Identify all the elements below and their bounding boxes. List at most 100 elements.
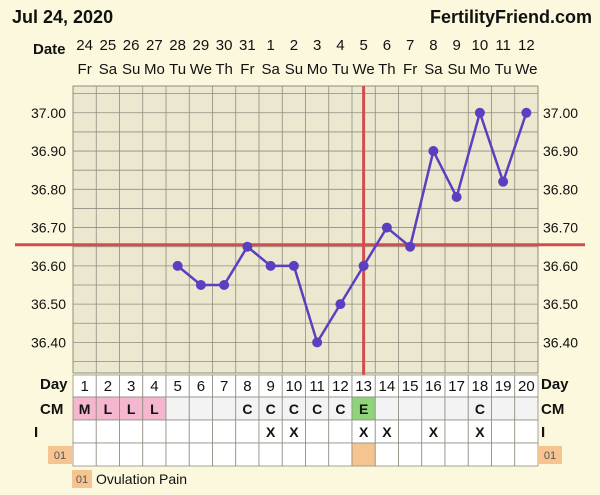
date-label: 29	[193, 37, 210, 54]
day-number: 7	[220, 378, 228, 395]
cm-value: E	[359, 401, 368, 417]
date-label: 6	[383, 37, 391, 54]
weekday-label: Tu	[495, 61, 512, 78]
date-label: 8	[429, 37, 437, 54]
weekday-label: We	[353, 61, 375, 78]
weekday-label: Mo	[144, 61, 165, 78]
cm-cell	[491, 396, 516, 421]
temperature-line	[176, 108, 528, 346]
intercourse-cell	[235, 419, 260, 444]
y-tick-label: 36.80	[543, 181, 578, 197]
day-row-label-right: Day	[541, 376, 569, 393]
cm-value: M	[79, 401, 91, 417]
pain-cell	[142, 442, 167, 467]
cm-row-label-right: CM	[541, 401, 564, 418]
intercourse-cell	[212, 419, 237, 444]
weekday-label: Th	[215, 61, 233, 78]
temperature-point	[381, 222, 392, 233]
weekday-label: Sa	[424, 61, 443, 78]
y-tick-label: 36.90	[31, 143, 66, 159]
y-tick-label: 36.50	[31, 296, 66, 312]
pain-cell	[119, 442, 144, 467]
pain-cell	[305, 442, 330, 467]
weekday-label: Su	[447, 61, 465, 78]
day-number: 4	[150, 378, 158, 395]
temperature-point	[335, 299, 346, 310]
day-number: 20	[518, 378, 535, 395]
temperature-point	[242, 241, 253, 252]
date-row-label: Date	[33, 41, 66, 58]
cm-row-label-left: CM	[40, 401, 63, 418]
y-axis-right: 37.00 36.90 36.80 36.70 36.60 36.50 36.40	[543, 105, 578, 351]
legend-text: Ovulation Pain	[96, 471, 187, 487]
date-label: 25	[100, 37, 117, 54]
date-label: 5	[359, 37, 367, 54]
weekday-label: Tu	[169, 61, 186, 78]
pain-cell	[95, 442, 120, 467]
day-number: 3	[127, 378, 135, 395]
cm-value: C	[242, 401, 252, 417]
pain-cell	[444, 442, 469, 467]
pain-cell	[374, 442, 399, 467]
date-label: 26	[123, 37, 140, 54]
pain-badge-right-bg	[538, 446, 562, 464]
intercourse-cell	[328, 419, 353, 444]
date-label: 10	[472, 37, 489, 54]
cm-cell	[165, 396, 190, 421]
temperature-point	[265, 260, 276, 271]
date-label: 4	[336, 37, 344, 54]
chart-date: Jul 24, 2020	[12, 7, 113, 27]
y-tick-label: 36.60	[543, 258, 578, 274]
cm-value: L	[150, 401, 159, 417]
intercourse-cell	[491, 419, 516, 444]
pain-cell	[165, 442, 190, 467]
date-label: 27	[146, 37, 163, 54]
temperature-point	[312, 337, 323, 348]
intercourse-mark: X	[382, 424, 392, 440]
date-label: 28	[169, 37, 186, 54]
cm-value: C	[335, 401, 345, 417]
y-tick-label: 36.80	[31, 181, 66, 197]
day-row-label-left: Day	[40, 376, 68, 393]
i-row-label-right: I	[541, 424, 545, 441]
pain-badge-right: 01	[544, 450, 556, 462]
day-number: 18	[472, 378, 489, 395]
day-number: 10	[286, 378, 303, 395]
day-number: 5	[173, 378, 181, 395]
y-tick-label: 36.40	[543, 334, 578, 350]
y-tick-label: 37.00	[31, 105, 66, 121]
intercourse-mark: X	[429, 424, 439, 440]
weekday-label: Mo	[469, 61, 490, 78]
intercourse-cell	[95, 419, 120, 444]
cm-value: C	[289, 401, 299, 417]
date-label: 30	[216, 37, 233, 54]
cm-cell	[398, 396, 423, 421]
day-number: 15	[402, 378, 419, 395]
day-number: 11	[309, 378, 325, 395]
pain-cell	[212, 442, 237, 467]
day-number: 12	[332, 378, 349, 395]
weekday-label: Tu	[332, 61, 349, 78]
intercourse-cell	[444, 419, 469, 444]
y-tick-label: 36.90	[543, 143, 578, 159]
weekday-label: Fr	[403, 61, 417, 78]
weekday-label: Mo	[307, 61, 328, 78]
legend-code: 01	[76, 474, 88, 486]
cm-value: C	[312, 401, 322, 417]
cm-cell	[188, 396, 213, 421]
temperature-point	[358, 260, 369, 271]
date-label: 24	[76, 37, 93, 54]
i-row-label-left: I	[34, 424, 38, 441]
temperature-point	[428, 146, 439, 157]
day-number: 6	[197, 378, 205, 395]
weekday-label: Su	[285, 61, 303, 78]
day-number: 14	[379, 378, 396, 395]
intercourse-cell	[142, 419, 167, 444]
pain-cell	[351, 442, 376, 467]
plot-area	[15, 85, 585, 375]
intercourse-mark: X	[359, 424, 369, 440]
date-label: 2	[290, 37, 298, 54]
intercourse-cell	[398, 419, 423, 444]
